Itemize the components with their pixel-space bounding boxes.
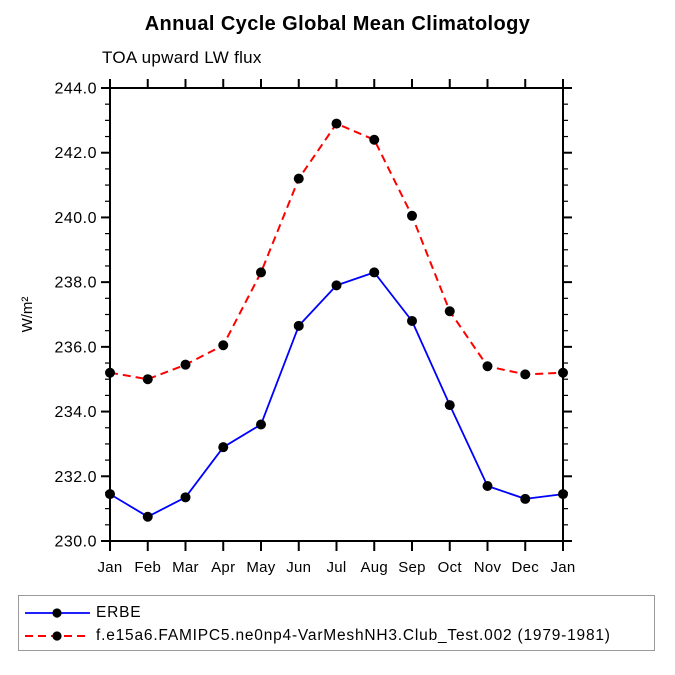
x-tick-label: Jun xyxy=(286,559,311,576)
data-point-marker xyxy=(482,361,493,372)
data-point-marker xyxy=(369,134,380,145)
y-tick-label: 236.0 xyxy=(54,339,97,356)
data-point-marker xyxy=(293,320,304,331)
data-point-marker xyxy=(520,369,531,380)
x-tick-label: Oct xyxy=(438,559,463,576)
x-tick-label: Aug xyxy=(360,559,388,576)
data-point-marker xyxy=(558,367,568,378)
data-point-marker xyxy=(331,118,342,129)
legend-item-model: f.e15a6.FAMIPC5.ne0np4-VarMeshNH3.Club_T… xyxy=(19,624,654,647)
data-point-marker xyxy=(256,267,266,278)
y-tick-label: 232.0 xyxy=(54,469,97,486)
data-point-marker xyxy=(444,400,455,411)
y-tick-label: 244.0 xyxy=(54,81,97,98)
y-tick-label: 230.0 xyxy=(54,534,97,551)
x-tick-label: Jul xyxy=(326,559,346,576)
chart-title: Annual Cycle Global Mean Climatology xyxy=(144,13,531,35)
data-point-marker xyxy=(331,280,342,291)
data-point-marker xyxy=(407,210,417,221)
data-point-marker xyxy=(180,492,191,503)
legend-sample-line-model xyxy=(25,630,90,641)
plot-area: 230.0 232.0 234.0 236.0 238.0 240.0 242.0 244.0… xyxy=(19,79,575,576)
legend-sample-line-erbe xyxy=(25,607,90,618)
data-point-marker xyxy=(520,493,531,504)
legend: ERBE f.e15a6.FAMIPC5.ne0np4-VarMeshNH3.C… xyxy=(18,595,655,651)
series-line-1 xyxy=(109,122,564,381)
data-point-marker xyxy=(369,267,380,278)
data-point-marker xyxy=(180,359,191,370)
data-point-marker xyxy=(142,374,153,385)
data-point-marker xyxy=(142,511,153,522)
x-tick-label: Dec xyxy=(511,559,539,576)
x-tick-label: Feb xyxy=(134,559,161,576)
data-point-marker xyxy=(105,489,115,500)
data-point-marker xyxy=(293,173,304,184)
x-tick-label: May xyxy=(246,559,275,576)
data-point-marker xyxy=(558,489,568,500)
x-tick-label: Sep xyxy=(398,559,426,576)
chart-subtitle: TOA upward LW flux xyxy=(102,48,262,67)
x-tick-label: Mar xyxy=(172,559,199,576)
series-line-0 xyxy=(109,271,564,518)
legend-item-erbe: ERBE xyxy=(19,601,654,624)
legend-label: f.e15a6.FAMIPC5.ne0np4-VarMeshNH3.Club_T… xyxy=(96,626,611,644)
y-tick-label: 240.0 xyxy=(54,210,97,227)
y-tick-label: 242.0 xyxy=(54,145,97,162)
data-point-marker xyxy=(105,367,115,378)
x-tick-label: Jan xyxy=(550,559,575,576)
x-tick-label: Apr xyxy=(211,559,235,576)
x-tick-label: Nov xyxy=(474,559,502,576)
x-tick-label: Jan xyxy=(97,559,122,576)
data-point-marker xyxy=(407,315,417,326)
legend-label: ERBE xyxy=(96,603,142,621)
data-point-marker xyxy=(218,340,229,351)
data-point-marker xyxy=(256,419,266,430)
legend-marker-icon xyxy=(52,607,62,618)
data-point-marker xyxy=(482,480,493,491)
axis-frame xyxy=(109,87,564,542)
data-point-marker xyxy=(444,306,455,317)
y-axis-label: W/m² xyxy=(19,297,36,333)
data-point-marker xyxy=(218,442,229,453)
y-tick-label: 234.0 xyxy=(54,404,97,421)
y-tick-label: 238.0 xyxy=(54,275,97,292)
legend-marker-icon xyxy=(52,630,62,641)
